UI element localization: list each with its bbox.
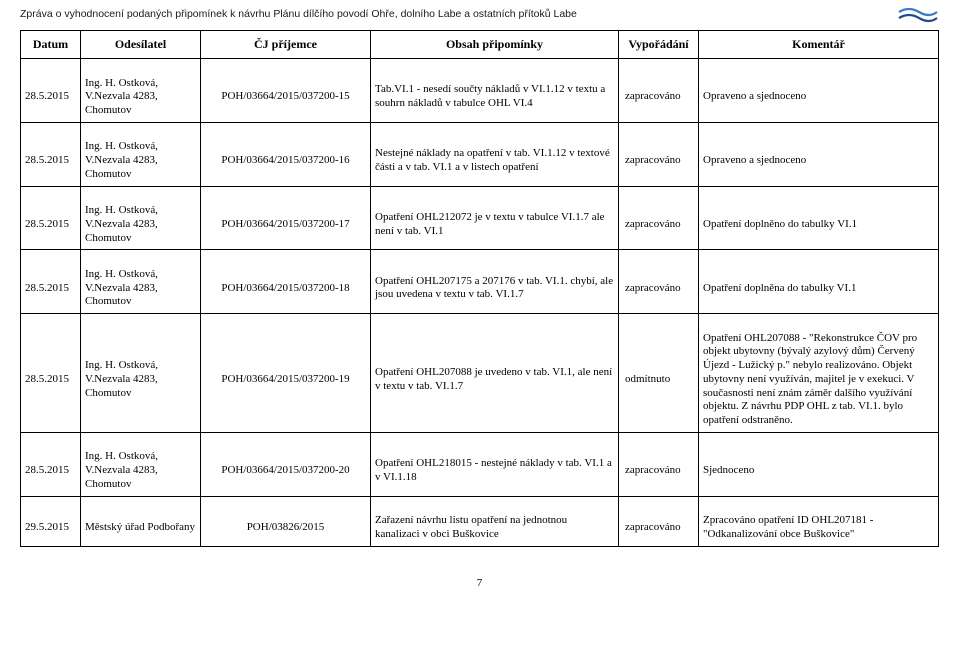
table-spacer [21, 250, 939, 264]
table-spacer [21, 122, 939, 136]
cell-obs: Opatření OHL218015 - nestejné náklady v … [371, 446, 619, 496]
cell-ref: POH/03664/2015/037200-16 [201, 136, 371, 186]
cell-vy: zapracováno [619, 73, 699, 123]
table-row: 28.5.2015Ing. H. Ostková, V.Nezvala 4283… [21, 73, 939, 123]
header-vy: Vypořádání [619, 31, 699, 59]
cell-kom: Opraveno a sjednoceno [699, 136, 939, 186]
cell-obs: Opatření OHL207175 a 207176 v tab. VI.1.… [371, 264, 619, 314]
table-spacer [21, 314, 939, 328]
cell-vy: zapracováno [619, 446, 699, 496]
table-spacer [21, 432, 939, 446]
cell-kom: Opatření doplněna do tabulky VI.1 [699, 264, 939, 314]
cell-kom: Zpracováno opatření ID OHL207181 - "Odka… [699, 510, 939, 546]
cell-sender: Ing. H. Ostková, V.Nezvala 4283, Chomuto… [81, 73, 201, 123]
cell-vy: zapracováno [619, 510, 699, 546]
cell-kom: Opraveno a sjednoceno [699, 73, 939, 123]
cell-date: 29.5.2015 [21, 510, 81, 546]
cell-obs: Nestejné náklady na opatření v tab. VI.1… [371, 136, 619, 186]
table-row: 28.5.2015Ing. H. Ostková, V.Nezvala 4283… [21, 200, 939, 250]
logo-icon [897, 4, 939, 31]
cell-ref: POH/03664/2015/037200-20 [201, 446, 371, 496]
cell-sender: Ing. H. Ostková, V.Nezvala 4283, Chomuto… [81, 264, 201, 314]
table-row: 29.5.2015Městský úřad PodbořanyPOH/03826… [21, 510, 939, 546]
header-sender: Odesílatel [81, 31, 201, 59]
cell-obs: Opatření OHL207088 je uvedeno v tab. VI.… [371, 328, 619, 433]
cell-date: 28.5.2015 [21, 446, 81, 496]
table-row: 28.5.2015Ing. H. Ostková, V.Nezvala 4283… [21, 264, 939, 314]
header-date: Datum [21, 31, 81, 59]
cell-ref: POH/03826/2015 [201, 510, 371, 546]
cell-obs: Zařazení návrhu listu opatření na jednot… [371, 510, 619, 546]
cell-vy: zapracováno [619, 136, 699, 186]
cell-ref: POH/03664/2015/037200-15 [201, 73, 371, 123]
cell-ref: POH/03664/2015/037200-18 [201, 264, 371, 314]
header-kom: Komentář [699, 31, 939, 59]
cell-date: 28.5.2015 [21, 264, 81, 314]
cell-sender: Městský úřad Podbořany [81, 510, 201, 546]
cell-sender: Ing. H. Ostková, V.Nezvala 4283, Chomuto… [81, 328, 201, 433]
table-row: 28.5.2015Ing. H. Ostková, V.Nezvala 4283… [21, 446, 939, 496]
cell-ref: POH/03664/2015/037200-17 [201, 200, 371, 250]
cell-date: 28.5.2015 [21, 200, 81, 250]
table-spacer [21, 496, 939, 510]
cell-date: 28.5.2015 [21, 136, 81, 186]
cell-kom: Opatření OHL207088 - "Rekonstrukce ČOV p… [699, 328, 939, 433]
cell-obs: Tab.VI.1 - nesedí součty nákladů v VI.1.… [371, 73, 619, 123]
cell-sender: Ing. H. Ostková, V.Nezvala 4283, Chomuto… [81, 446, 201, 496]
cell-ref: POH/03664/2015/037200-19 [201, 328, 371, 433]
comments-table: Datum Odesílatel ČJ příjemce Obsah připo… [20, 30, 939, 547]
table-row: 28.5.2015Ing. H. Ostková, V.Nezvala 4283… [21, 136, 939, 186]
report-title: Zpráva o vyhodnocení podaných připomínek… [20, 8, 939, 20]
page-number: 7 [20, 577, 939, 589]
table-spacer [21, 59, 939, 73]
cell-date: 28.5.2015 [21, 328, 81, 433]
header-row: Datum Odesílatel ČJ příjemce Obsah připo… [21, 31, 939, 59]
table-spacer [21, 186, 939, 200]
cell-obs: Opatření OHL212072 je v textu v tabulce … [371, 200, 619, 250]
cell-kom: Opatření doplněno do tabulky VI.1 [699, 200, 939, 250]
cell-kom: Sjednoceno [699, 446, 939, 496]
cell-sender: Ing. H. Ostková, V.Nezvala 4283, Chomuto… [81, 136, 201, 186]
cell-vy: zapracováno [619, 200, 699, 250]
header-ref: ČJ příjemce [201, 31, 371, 59]
cell-vy: odmítnuto [619, 328, 699, 433]
cell-date: 28.5.2015 [21, 73, 81, 123]
table-row: 28.5.2015Ing. H. Ostková, V.Nezvala 4283… [21, 328, 939, 433]
cell-vy: zapracováno [619, 264, 699, 314]
header-obs: Obsah připomínky [371, 31, 619, 59]
cell-sender: Ing. H. Ostková, V.Nezvala 4283, Chomuto… [81, 200, 201, 250]
